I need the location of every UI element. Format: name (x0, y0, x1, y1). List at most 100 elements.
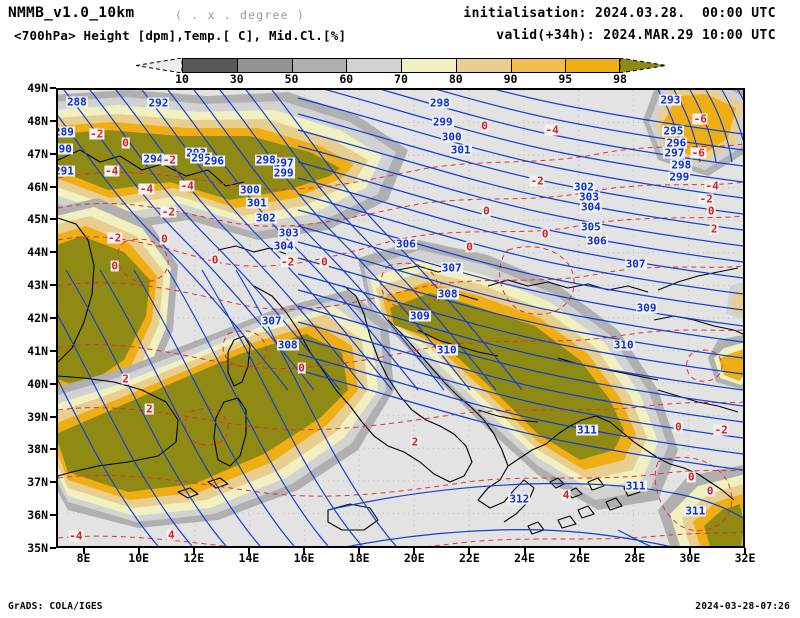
x-axis-tick-mark (744, 548, 746, 554)
x-axis-tick-label: 32E (734, 551, 756, 565)
footer-credit: GrADS: COLA/IGES (8, 601, 103, 612)
y-axis-tick-label: 40N (27, 376, 48, 391)
height-contour-label: 304 (272, 239, 295, 253)
colorbar-band (510, 58, 566, 73)
temp-contour-label: -4 (138, 182, 155, 196)
y-axis-tick-label: 45N (27, 212, 48, 227)
temp-contour-label: 2 (121, 372, 130, 386)
colorbar-tick-label: 98 (613, 72, 627, 86)
temp-contour-label: 2 (709, 222, 719, 236)
x-axis-tick-label: 20E (403, 551, 425, 565)
x-axis-tick-label: 12E (183, 551, 205, 565)
temp-contour-label: 0 (121, 136, 130, 150)
temp-contour-label: 0 (110, 259, 119, 273)
height-contour-label: 307 (260, 314, 283, 328)
height-contour-label: 288 (65, 95, 88, 109)
temp-contour-label: 0 (674, 420, 683, 434)
colorbar-tick-label: 50 (284, 72, 299, 86)
temp-contour-label: -2 (698, 192, 714, 206)
height-contour-label: 311 (575, 423, 598, 437)
height-contour-label: 296 (203, 154, 226, 168)
y-axis-tick-mark (50, 87, 56, 89)
temp-contour-label: -2 (529, 174, 545, 188)
temp-contour-label: -6 (692, 112, 708, 126)
y-axis-tick-label: 46N (27, 179, 48, 194)
y-axis-tick-mark (50, 415, 56, 418)
x-axis-tick-mark (137, 548, 140, 554)
colorbar-band (236, 58, 292, 73)
y-axis-tick-mark (50, 152, 56, 155)
height-contour-label: 292 (147, 96, 170, 110)
field-list: <700hPa> Height [dpm],Temp.[ C], Mid.Cl.… (14, 28, 347, 43)
x-axis-tick-mark (413, 548, 416, 554)
temp-contour-label: 0 (480, 119, 489, 133)
height-contour-label: 306 (395, 237, 417, 251)
y-axis-tick-mark (50, 349, 56, 352)
height-contour-label: 299 (431, 115, 454, 129)
y-axis-tick-label: 42N (27, 311, 48, 325)
height-contour-label: 295 (662, 124, 685, 138)
x-axis-tick-mark (578, 548, 581, 554)
temp-contour-label: -4 (179, 179, 195, 193)
y-axis-tick-label: 38N (27, 442, 48, 457)
height-contour-label: 294 (142, 152, 165, 166)
height-contour-label: 311 (684, 504, 707, 518)
colorbar-low-arrow (136, 58, 182, 73)
temp-contour-label: -4 (104, 164, 120, 178)
temp-contour-label: 0 (686, 470, 696, 484)
height-contour-label: 308 (276, 338, 299, 352)
temp-contour-label: -2 (107, 231, 123, 245)
temp-contour-label: -2 (161, 153, 177, 167)
temp-contour-label: -2 (280, 255, 296, 269)
temp-contour-label: 0 (320, 255, 329, 269)
height-contour-label: 304 (579, 200, 602, 214)
height-contour-label: 290 (58, 143, 73, 155)
map-plot-area: 2882892902912922932942952962972982993003… (56, 88, 745, 548)
temp-contour-label: 2 (410, 435, 420, 449)
y-axis-tick-label: 36N (27, 508, 48, 523)
colorbar-ticks: 10 30 50 60 70 80 90 95 98 (136, 72, 666, 88)
x-axis-tick-label: 30E (679, 551, 701, 565)
height-contour-label: 299 (668, 170, 691, 184)
x-axis-tick-label: 24E (514, 551, 535, 565)
map-graphics (58, 90, 743, 546)
temp-contour-label: 0 (160, 232, 169, 246)
x-axis-tick-mark (468, 548, 471, 554)
height-contour-label: 308 (436, 287, 459, 301)
x-axis-tick-label: 16E (293, 551, 315, 565)
y-axis-tick-label: 37N (27, 475, 48, 490)
height-contour-label: 305 (579, 220, 602, 234)
height-contour-label: 307 (440, 261, 463, 275)
height-contour-label: 300 (440, 130, 463, 144)
height-contour-label: 299 (272, 166, 295, 180)
height-contour-label: 289 (58, 126, 75, 138)
map-canvas: 2882892902912922932942952962972982993003… (58, 90, 743, 546)
valid-time: valid(+34h): 2024.MAR.29 10:00 UTC (496, 28, 776, 43)
y-axis-tick-label: 49N (27, 81, 48, 95)
colorbar-band (401, 58, 456, 73)
height-contour-label: 302 (254, 211, 277, 225)
height-contour-label: 310 (435, 343, 458, 357)
colorbar: 10 30 50 60 70 80 90 95 98 (136, 58, 666, 88)
height-contour-label: 303 (277, 226, 300, 240)
x-axis-tick-label: 10E (128, 551, 150, 565)
height-contour-label: 303 (577, 190, 600, 204)
height-contour-label: 298 (428, 96, 451, 110)
height-contour-label: 293 (659, 93, 682, 107)
height-contour-label: 307 (624, 257, 647, 271)
y-axis-tick-label: 44N (27, 245, 48, 260)
temp-contour-label: -2 (713, 423, 729, 437)
chart-header: NMMB_v1.0_10km ( . x . degree ) <700hPa>… (0, 0, 800, 52)
y-axis-tick-mark (50, 448, 56, 451)
x-axis-tick-label: 8E (76, 551, 91, 565)
temp-contour-label: -4 (704, 179, 720, 193)
initialisation-time: initialisation: 2024.03.28. 00:00 UTC (463, 6, 776, 21)
model-title: NMMB_v1.0_10km (8, 5, 135, 21)
height-contour-label: 311 (624, 479, 647, 493)
temp-contour-label: 0 (705, 484, 715, 498)
colorbar-band (565, 58, 620, 73)
x-axis-tick-mark (303, 548, 306, 554)
x-axis-tick-mark (192, 548, 195, 554)
x-axis-tick-label: 28E (624, 551, 646, 565)
colorbar-band (182, 58, 237, 73)
